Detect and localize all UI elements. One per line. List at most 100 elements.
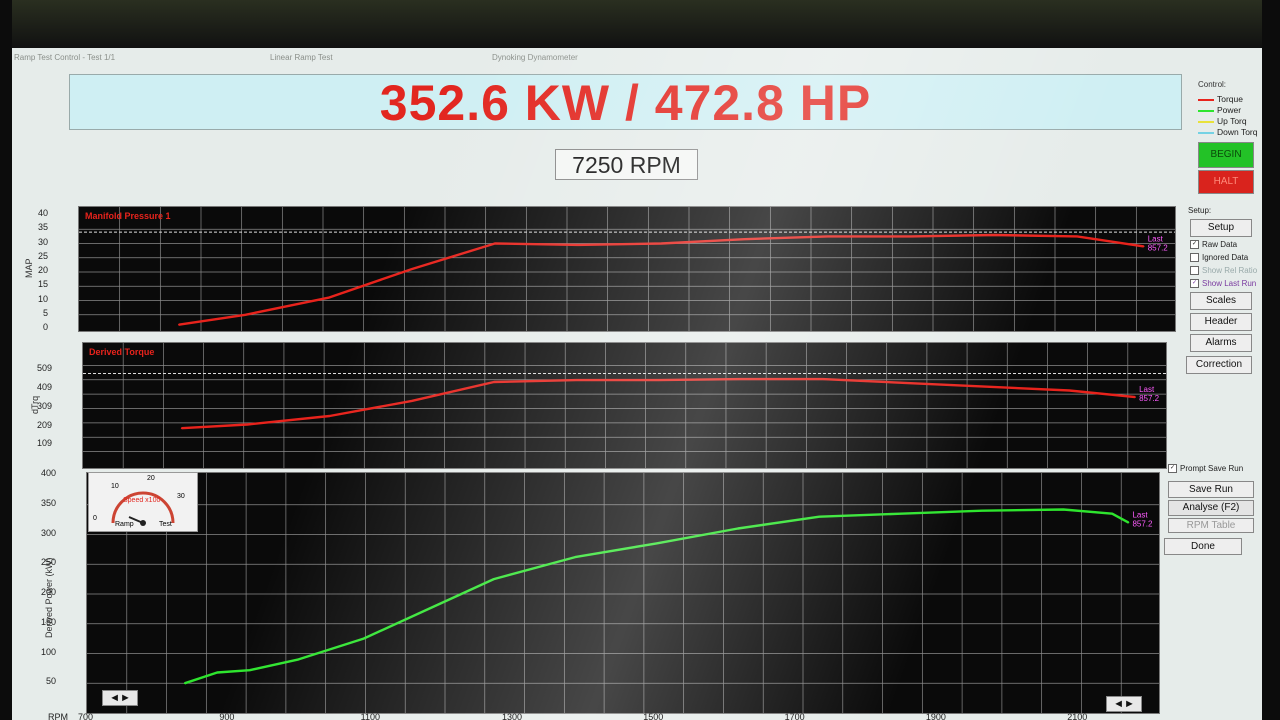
series-point	[574, 556, 576, 558]
analyse-button[interactable]: Analyse (F2)	[1168, 500, 1254, 516]
header-button[interactable]: Header	[1190, 313, 1252, 331]
series-point	[739, 378, 742, 380]
y-tick-label: 20	[37, 265, 48, 275]
map-chart[interactable]: Manifold Pressure 1 Last 857.2	[78, 206, 1176, 332]
gauge-tick-20: 20	[147, 475, 155, 482]
last-run-value: 857.2	[1132, 520, 1153, 529]
series-point	[981, 509, 983, 512]
chart-title: Manifold Pressure 1	[85, 211, 171, 221]
series-point	[899, 512, 902, 515]
correction-button[interactable]: Correction	[1186, 356, 1252, 374]
rpm-table-button[interactable]: RPM Table	[1168, 518, 1254, 533]
x-tick-label: 2100	[1067, 712, 1088, 720]
raw-data-checkbox[interactable]: ✓ Raw Data	[1190, 240, 1238, 250]
setup-button[interactable]: Setup	[1190, 219, 1252, 237]
x-tick-label: 1900	[925, 712, 946, 720]
y-tick-label: 509	[36, 362, 52, 373]
series-point	[362, 637, 365, 640]
alarms-button[interactable]: Alarms	[1190, 334, 1252, 352]
series-point	[244, 313, 247, 316]
series-point	[986, 385, 988, 388]
chart-grid	[83, 343, 1166, 468]
window-title-left: Ramp Test Control - Test 1/1	[14, 53, 116, 62]
x-tick-label: 1500	[643, 712, 664, 720]
series-point	[410, 400, 413, 402]
begin-button[interactable]: BEGIN	[1198, 142, 1254, 168]
series-point	[246, 423, 249, 426]
save-run-button[interactable]: Save Run	[1168, 481, 1254, 498]
series-point	[743, 238, 746, 241]
y-tick-label: 30	[37, 236, 48, 247]
power-readout: 352.6 KW / 472.8 HP	[379, 75, 872, 131]
series-point	[427, 608, 430, 610]
series-point	[993, 234, 995, 236]
window-title-mid: Linear Ramp Test	[270, 53, 333, 62]
series-point	[826, 235, 829, 238]
power-readout-banner: 352.6 KW / 472.8 HP	[69, 74, 1182, 131]
torque-chart[interactable]: Derived Torque Last 857.2	[82, 342, 1167, 469]
series-point	[328, 415, 331, 417]
y-tick-label: 150	[40, 616, 56, 627]
y-tick-label: 10	[37, 293, 48, 304]
last-run-label: Last	[1132, 511, 1148, 520]
series-point	[1127, 521, 1130, 524]
y-tick-label: 50	[45, 676, 56, 687]
y-tick-label: 350	[40, 497, 56, 508]
gauge-arc	[111, 491, 175, 524]
y-tick-label: 250	[40, 557, 56, 568]
monitor-bezel-right	[1262, 0, 1280, 720]
series-point	[180, 427, 183, 430]
last-run-value: 857.2	[1139, 394, 1160, 403]
done-button[interactable]: Done	[1164, 538, 1242, 555]
right-control-panel: Control: Torque Power Up Torq Down Torq …	[1164, 74, 1262, 720]
scroll-right-button[interactable]: ◄►	[1106, 696, 1142, 712]
x-tick-label: 1300	[501, 712, 522, 720]
y-tick-label: 15	[37, 279, 48, 290]
y-tick-label: 200	[40, 587, 56, 597]
halt-button[interactable]: HALT	[1198, 170, 1254, 194]
y-tick-label: 300	[40, 527, 56, 538]
y-tick-label: 40	[37, 208, 48, 218]
series-point	[657, 379, 660, 381]
scales-button[interactable]: Scales	[1190, 292, 1252, 310]
control-title: Control:	[1198, 80, 1227, 89]
x-tick-label: 900	[219, 712, 235, 720]
legend-power: Power	[1198, 105, 1241, 115]
power-chart[interactable]: Last 857.2	[86, 472, 1160, 714]
series-point	[178, 323, 180, 326]
series-point	[1134, 396, 1136, 398]
series-point	[327, 296, 330, 299]
gauge-label: Speed x100	[123, 497, 161, 504]
series-point	[216, 671, 218, 674]
y-tick-label: 309	[36, 400, 52, 411]
y-tick-label: 209	[36, 419, 52, 430]
show-rel-ratio-checkbox[interactable]: Show Rel Ratio	[1190, 266, 1257, 276]
series-point	[1111, 512, 1113, 515]
ignored-data-checkbox[interactable]: Ignored Data	[1190, 253, 1248, 263]
scroll-left-button[interactable]: ◄►	[102, 690, 138, 706]
chart-grid	[87, 473, 1159, 713]
series-point	[575, 379, 577, 381]
series-point	[183, 682, 186, 685]
prompt-save-run-checkbox[interactable]: ✓ Prompt Save Run	[1168, 464, 1244, 474]
series-line	[184, 508, 1130, 685]
series-point	[297, 658, 300, 661]
y-tick-label: 100	[40, 646, 56, 657]
y-tick-label: 400	[40, 468, 56, 478]
series-point	[655, 542, 658, 545]
speed-gauge: 0 10 20 30 Speed x100 Ramp Test	[88, 472, 198, 532]
gauge-ramp-label: Ramp	[115, 521, 134, 528]
chart-title: Derived Torque	[89, 347, 154, 357]
y-tick-label: 35	[37, 222, 48, 233]
series-point	[1068, 389, 1071, 392]
rpm-axis-label: RPM	[48, 712, 68, 720]
x-tick-label: 1100	[360, 712, 380, 720]
series-point	[248, 669, 251, 671]
gauge-tick-0: 0	[93, 515, 97, 522]
show-last-run-checkbox[interactable]: ✓ Show Last Run	[1190, 279, 1257, 289]
series-point	[821, 378, 824, 380]
window-titlebar: Ramp Test Control - Test 1/1 Linear Ramp…	[12, 48, 1262, 66]
series-point	[1062, 508, 1065, 511]
